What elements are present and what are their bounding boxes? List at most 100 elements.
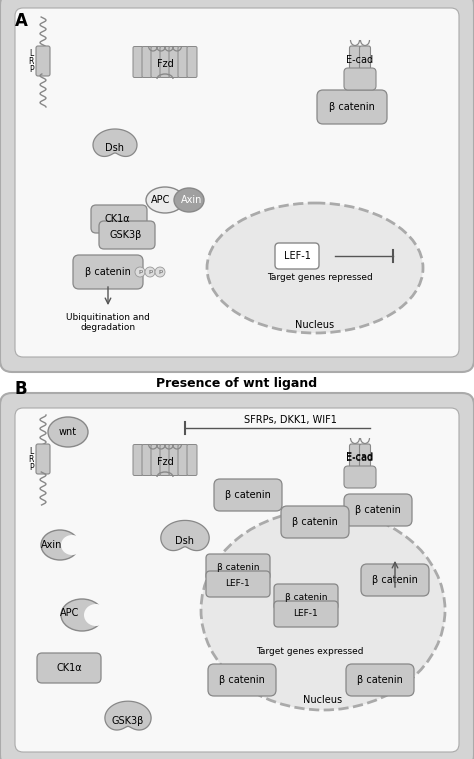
Text: Presence of wnt ligand: Presence of wnt ligand: [156, 376, 318, 389]
FancyBboxPatch shape: [15, 8, 459, 357]
Text: Target genes expressed: Target genes expressed: [256, 647, 364, 657]
Ellipse shape: [48, 417, 88, 447]
Text: β catenin: β catenin: [329, 102, 375, 112]
Text: Dsh: Dsh: [175, 537, 194, 546]
Text: A: A: [15, 12, 28, 30]
Text: E-cad: E-cad: [346, 453, 374, 463]
FancyBboxPatch shape: [344, 68, 376, 90]
FancyBboxPatch shape: [169, 445, 179, 475]
Text: Nucleus: Nucleus: [295, 320, 335, 330]
Text: Fzd: Fzd: [156, 59, 173, 69]
FancyBboxPatch shape: [37, 653, 101, 683]
Text: L: L: [30, 448, 34, 456]
FancyBboxPatch shape: [344, 466, 376, 488]
FancyBboxPatch shape: [359, 46, 371, 74]
Text: Ubiquitination and: Ubiquitination and: [66, 313, 150, 323]
FancyBboxPatch shape: [99, 221, 155, 249]
FancyBboxPatch shape: [133, 445, 143, 475]
FancyBboxPatch shape: [151, 445, 161, 475]
Text: β catenin: β catenin: [85, 267, 131, 277]
Text: Axin: Axin: [41, 540, 63, 550]
FancyBboxPatch shape: [151, 46, 161, 77]
Text: R: R: [28, 58, 34, 67]
Text: wnt: wnt: [59, 427, 77, 437]
FancyBboxPatch shape: [359, 444, 371, 472]
Ellipse shape: [84, 604, 108, 626]
FancyBboxPatch shape: [206, 554, 270, 580]
Text: CK1α: CK1α: [56, 663, 82, 673]
FancyBboxPatch shape: [274, 601, 338, 627]
Ellipse shape: [201, 510, 445, 710]
Ellipse shape: [61, 535, 83, 555]
Ellipse shape: [61, 599, 103, 631]
FancyBboxPatch shape: [317, 90, 387, 124]
FancyBboxPatch shape: [0, 393, 474, 759]
FancyBboxPatch shape: [361, 564, 429, 596]
Text: SFRPs, DKK1, WIF1: SFRPs, DKK1, WIF1: [244, 415, 337, 425]
FancyBboxPatch shape: [142, 445, 152, 475]
FancyBboxPatch shape: [349, 444, 361, 472]
Polygon shape: [161, 521, 209, 550]
FancyBboxPatch shape: [15, 408, 459, 752]
Circle shape: [155, 267, 165, 277]
Text: β catenin: β catenin: [357, 675, 403, 685]
Text: APC: APC: [151, 195, 171, 205]
Circle shape: [145, 267, 155, 277]
FancyBboxPatch shape: [178, 445, 188, 475]
Text: degradation: degradation: [81, 323, 136, 332]
FancyBboxPatch shape: [344, 494, 412, 526]
FancyBboxPatch shape: [206, 571, 270, 597]
FancyBboxPatch shape: [73, 255, 143, 289]
Text: Target genes repressed: Target genes repressed: [267, 273, 373, 282]
Text: β catenin: β catenin: [292, 517, 338, 527]
FancyBboxPatch shape: [133, 46, 143, 77]
Text: β catenin: β catenin: [219, 675, 265, 685]
Circle shape: [135, 267, 145, 277]
Text: CK1α: CK1α: [104, 214, 130, 224]
FancyBboxPatch shape: [346, 664, 414, 696]
Text: p: p: [138, 269, 142, 275]
Text: B: B: [15, 380, 27, 398]
Text: LEF-1: LEF-1: [283, 251, 310, 261]
FancyBboxPatch shape: [0, 0, 474, 372]
Ellipse shape: [207, 203, 423, 333]
Text: β catenin: β catenin: [217, 562, 259, 572]
Text: β catenin: β catenin: [355, 505, 401, 515]
FancyBboxPatch shape: [36, 46, 50, 76]
Text: P: P: [29, 464, 34, 473]
Text: R: R: [28, 455, 34, 465]
FancyBboxPatch shape: [214, 479, 282, 511]
Text: P: P: [29, 65, 34, 74]
FancyBboxPatch shape: [160, 46, 170, 77]
Text: LEF-1: LEF-1: [293, 609, 319, 619]
FancyBboxPatch shape: [349, 46, 361, 74]
FancyBboxPatch shape: [36, 444, 50, 474]
Text: Axin: Axin: [182, 195, 203, 205]
FancyBboxPatch shape: [187, 46, 197, 77]
FancyBboxPatch shape: [91, 205, 147, 233]
Text: APC: APC: [60, 608, 80, 618]
Text: p: p: [158, 269, 162, 275]
Text: GSK3β: GSK3β: [112, 716, 144, 726]
Text: β catenin: β catenin: [225, 490, 271, 500]
FancyBboxPatch shape: [281, 506, 349, 538]
FancyBboxPatch shape: [274, 584, 338, 610]
Ellipse shape: [174, 188, 204, 212]
FancyBboxPatch shape: [178, 46, 188, 77]
Text: β catenin: β catenin: [285, 593, 327, 601]
FancyBboxPatch shape: [169, 46, 179, 77]
Ellipse shape: [41, 530, 79, 560]
Text: Dsh: Dsh: [106, 143, 125, 153]
Ellipse shape: [146, 187, 184, 213]
Polygon shape: [93, 129, 137, 156]
Text: p: p: [148, 269, 152, 275]
Text: L: L: [30, 49, 34, 58]
Text: Nucleus: Nucleus: [303, 695, 343, 705]
Text: Fzd: Fzd: [156, 457, 173, 467]
Text: LEF-1: LEF-1: [226, 580, 250, 588]
FancyBboxPatch shape: [187, 445, 197, 475]
Polygon shape: [105, 701, 151, 730]
Text: β catenin: β catenin: [372, 575, 418, 585]
FancyBboxPatch shape: [174, 191, 188, 209]
FancyBboxPatch shape: [275, 243, 319, 269]
